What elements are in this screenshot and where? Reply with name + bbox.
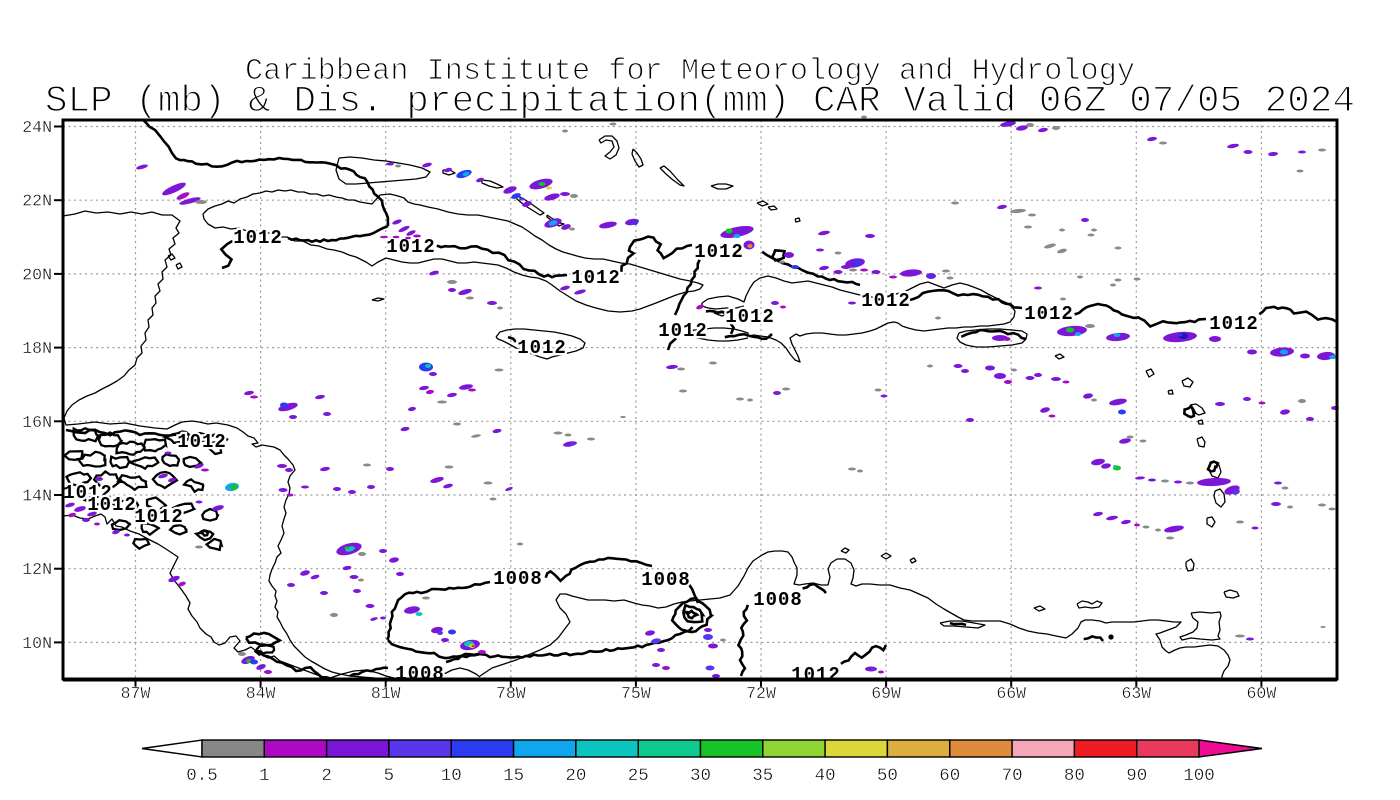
svg-text:1008: 1008	[753, 589, 803, 611]
svg-text:1008: 1008	[493, 568, 543, 590]
svg-text:2: 2	[321, 766, 332, 786]
svg-text:12N: 12N	[22, 560, 52, 579]
svg-text:75W: 75W	[621, 684, 651, 703]
svg-text:84W: 84W	[246, 684, 276, 703]
svg-text:1012: 1012	[386, 236, 436, 258]
svg-text:63W: 63W	[1121, 684, 1151, 703]
svg-text:1008: 1008	[641, 569, 691, 591]
svg-text:1012: 1012	[233, 227, 283, 249]
svg-text:69W: 69W	[871, 684, 901, 703]
svg-text:16N: 16N	[22, 413, 52, 432]
svg-text:1: 1	[259, 766, 270, 786]
svg-text:14N: 14N	[22, 487, 52, 506]
svg-text:66W: 66W	[996, 684, 1026, 703]
svg-text:60: 60	[939, 766, 960, 786]
svg-text:1012: 1012	[571, 267, 621, 289]
svg-text:100: 100	[1183, 766, 1215, 786]
svg-text:1008: 1008	[395, 663, 445, 685]
svg-text:25: 25	[628, 766, 649, 786]
svg-text:90: 90	[1126, 766, 1147, 786]
svg-text:22N: 22N	[22, 192, 52, 211]
svg-text:1012: 1012	[517, 337, 567, 359]
svg-text:40: 40	[815, 766, 836, 786]
svg-text:50: 50	[877, 766, 898, 786]
svg-text:1012: 1012	[658, 320, 708, 342]
svg-text:1012: 1012	[1209, 313, 1259, 335]
svg-text:SLP (mb) & Dis. precipitation(: SLP (mb) & Dis. precipitation(mm) CAR Va…	[45, 81, 1355, 123]
svg-text:1012: 1012	[63, 482, 113, 504]
svg-text:15: 15	[503, 766, 524, 786]
svg-text:10N: 10N	[22, 634, 52, 653]
svg-text:87W: 87W	[121, 684, 151, 703]
svg-text:5: 5	[384, 766, 395, 786]
svg-text:78W: 78W	[496, 684, 526, 703]
svg-text:70: 70	[1002, 766, 1023, 786]
svg-text:80: 80	[1064, 766, 1085, 786]
svg-text:10: 10	[441, 766, 462, 786]
svg-text:30: 30	[690, 766, 711, 786]
svg-text:1012: 1012	[725, 306, 775, 328]
svg-text:72W: 72W	[746, 684, 776, 703]
svg-text:35: 35	[752, 766, 773, 786]
svg-text:20: 20	[565, 766, 586, 786]
svg-text:1012: 1012	[177, 431, 227, 453]
svg-text:1012: 1012	[134, 506, 184, 528]
svg-text:1012: 1012	[694, 241, 744, 263]
svg-text:81W: 81W	[371, 684, 401, 703]
svg-text:1012: 1012	[791, 664, 841, 686]
svg-text:1012: 1012	[1024, 303, 1074, 325]
svg-text:24N: 24N	[22, 118, 52, 137]
svg-text:20N: 20N	[22, 265, 52, 284]
svg-text:1012: 1012	[861, 290, 911, 312]
svg-text:0.5: 0.5	[186, 766, 218, 786]
svg-text:18N: 18N	[22, 339, 52, 358]
svg-text:Caribbean Institute for Meteor: Caribbean Institute for Meteorology and …	[245, 55, 1135, 89]
svg-text:60W: 60W	[1247, 684, 1277, 703]
